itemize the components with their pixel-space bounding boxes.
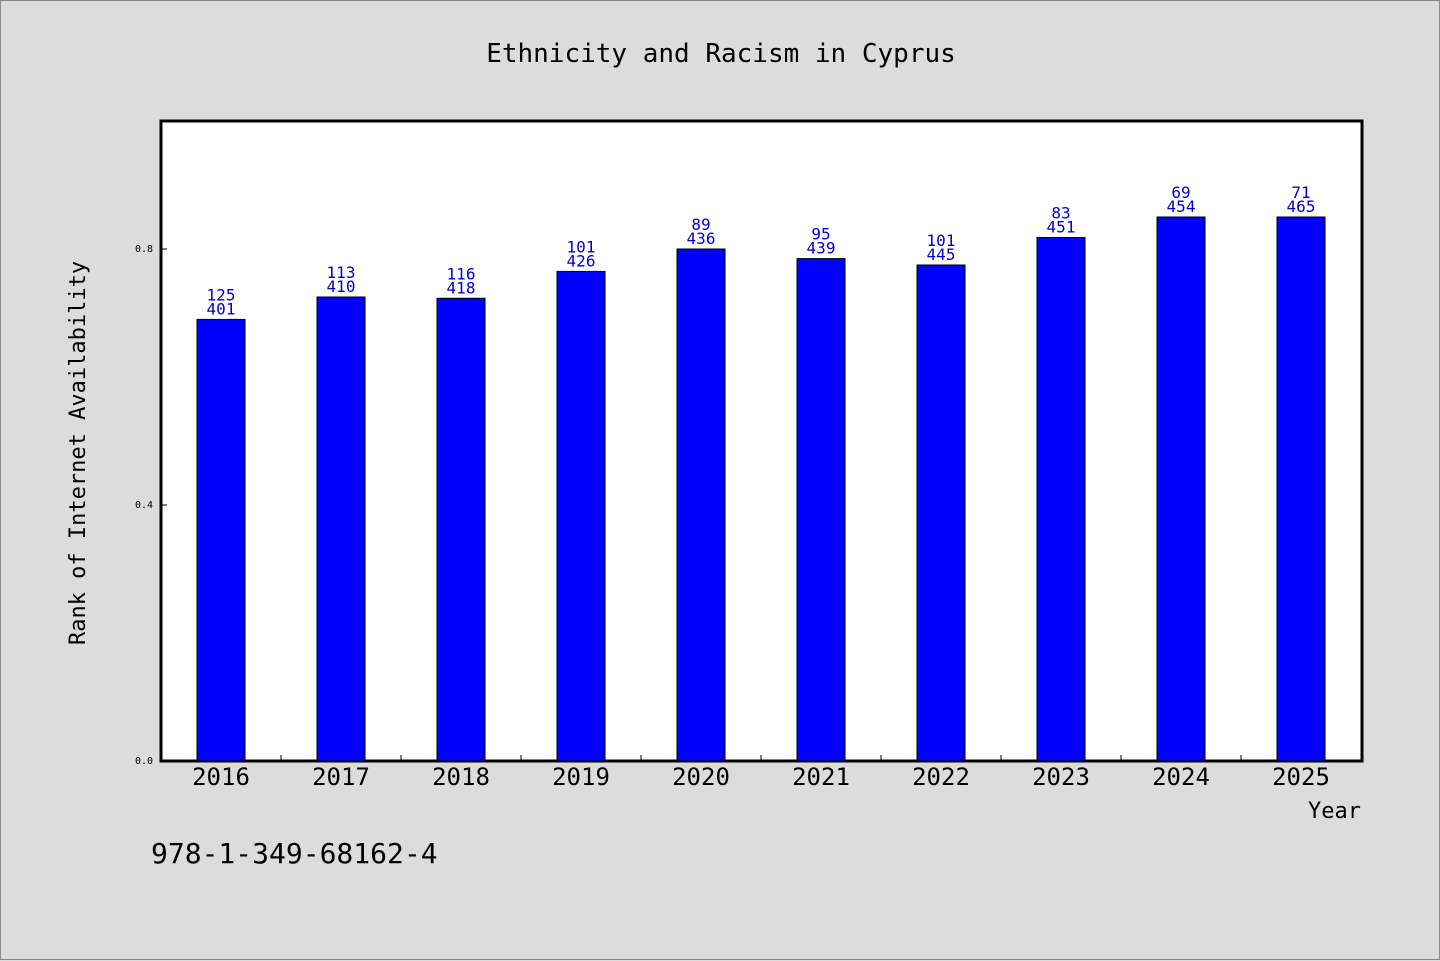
y-tick-label: 0.8 [135,244,153,255]
bar-data-label: 95 [811,225,830,244]
bar-data-label: 445 [927,245,956,264]
bar-data-label: 101 [927,231,956,250]
bar-data-label: 465 [1287,197,1316,216]
bar [1156,216,1206,762]
bar [436,297,486,762]
x-tick-label: 2019 [552,763,610,791]
bar-data-label: 69 [1171,183,1190,202]
chart-title: Ethnicity and Racism in Cyprus [486,39,956,69]
bar-data-label: 401 [207,299,236,318]
x-tick-label: 2018 [432,763,490,791]
bar-data-label: 71 [1291,183,1310,202]
bar-data-label: 418 [447,278,476,297]
bar [316,296,366,762]
bar [196,318,246,762]
bar-series [196,216,1326,762]
x-tick-label: 2024 [1152,763,1210,791]
y-axis-label: Rank of Internet Availability [66,261,91,645]
bar-data-label: 89 [691,215,710,234]
x-tick-label: 2023 [1032,763,1090,791]
bar-data-label: 454 [1167,197,1196,216]
x-tick-label: 2022 [912,763,970,791]
bar-data-label: 116 [447,264,476,283]
bar-data-label: 125 [207,285,236,304]
y-tick-label: 0.4 [135,500,153,511]
x-tick-label: 2025 [1272,763,1330,791]
x-axis: 2016 2017 2018 2019 2020 2021 2022 2023 2024 2025 [192,755,1330,791]
x-tick-label: 2016 [192,763,250,791]
bar-data-label: 451 [1047,217,1076,236]
bar-data-label: 436 [687,229,716,248]
bar [796,258,846,762]
bar-data-label: 410 [327,277,356,296]
bar [556,270,606,762]
bar-data-label: 101 [567,237,596,256]
bar [1036,236,1086,762]
x-axis-label: Year [1308,799,1361,824]
bar-data-label: 426 [567,251,596,270]
y-tick-label: 0.0 [135,756,153,767]
bar [916,264,966,762]
x-tick-label: 2017 [312,763,370,791]
bar-data-label: 439 [807,239,836,258]
bar-data-label: 113 [327,263,356,282]
isbn-text: 978-1-349-68162-4 [151,837,438,870]
x-tick-label: 2020 [672,763,730,791]
bar [676,248,726,762]
bar [1276,216,1326,762]
bar-data-label: 83 [1051,203,1070,222]
x-tick-label: 2021 [792,763,850,791]
y-axis: 0.0 0.4 0.8 [135,244,167,767]
